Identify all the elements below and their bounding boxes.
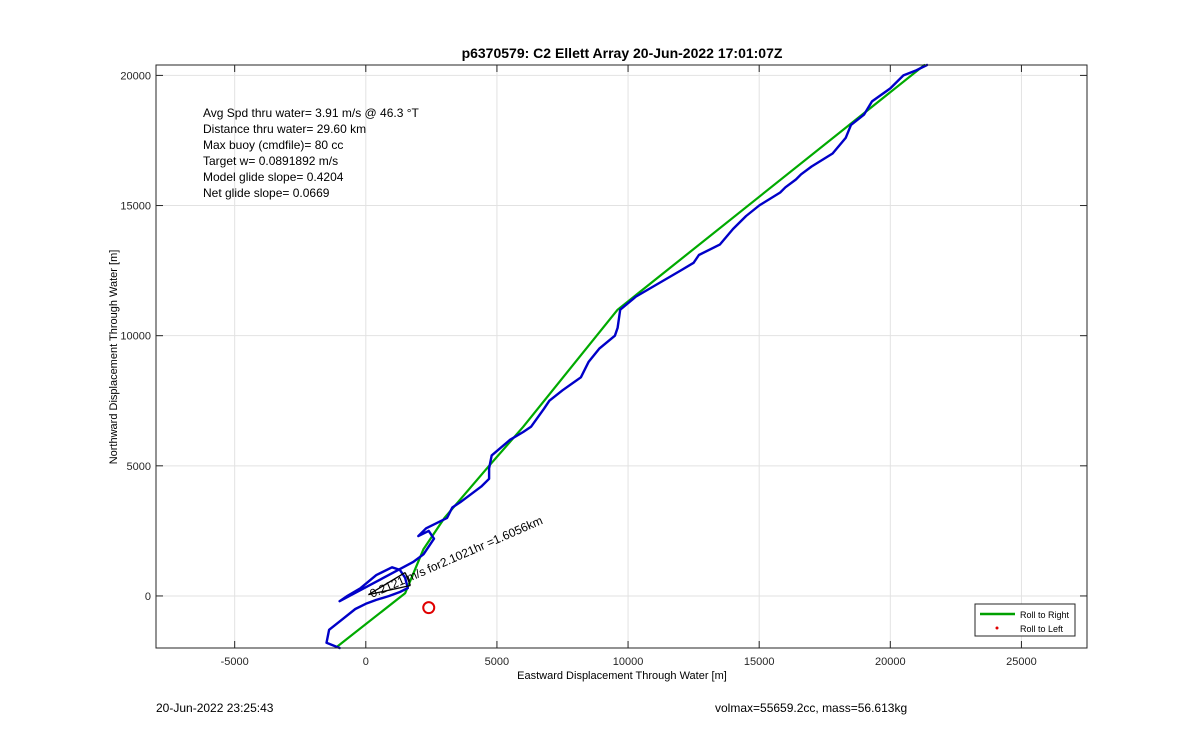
info-line: Net glide slope= 0.0669 <box>203 186 330 200</box>
info-line: Distance thru water= 29.60 km <box>203 122 366 136</box>
legend-label: Roll to Left <box>1020 624 1064 634</box>
x-tick-label: 10000 <box>613 656 644 668</box>
x-tick-label: 20000 <box>875 656 906 668</box>
x-tick-label: -5000 <box>221 656 249 668</box>
legend-label: Roll to Right <box>1020 610 1070 620</box>
grid <box>156 65 1087 648</box>
footer-volmax-mass: volmax=55659.2cc, mass=56.613kg <box>715 701 908 715</box>
x-tick-label: 0 <box>363 656 369 668</box>
x-tick-label: 15000 <box>744 656 775 668</box>
position-marker <box>422 601 436 615</box>
legend-box <box>974 603 1076 637</box>
current-arrow-edge <box>368 584 411 596</box>
y-tick-label: 15000 <box>120 201 151 213</box>
plot-background <box>156 65 1087 648</box>
axes: -5000 0 5000 10000 15000 20000 25000 0 5000 10000… <box>120 64 1088 668</box>
axes-box <box>155 64 1088 649</box>
footer-timestamp: 20-Jun-2022 23:25:43 <box>156 701 274 715</box>
chart-title: p6370579: C2 Ellett Array 20-Jun-2022 17… <box>462 45 783 61</box>
series-layer <box>325 63 929 650</box>
current-arrow-head <box>404 572 411 586</box>
y-axis-label: Northward Displacement Through Water [m] <box>108 250 120 465</box>
info-line: Max buoy (cmdfile)= 80 cc <box>203 138 343 152</box>
legend: Roll to Right Roll to Left <box>974 603 1076 637</box>
info-text-block: Avg Spd thru water= 3.91 m/s @ 46.3 °T Di… <box>203 106 420 200</box>
y-tick-label: 20000 <box>120 70 151 82</box>
info-line: Model glide slope= 0.4204 <box>203 170 344 184</box>
x-axis-label: Eastward Displacement Through Water [m] <box>517 670 727 682</box>
x-tick-label: 5000 <box>485 656 509 668</box>
current-arrow <box>368 571 406 596</box>
y-tick-label: 0 <box>145 591 151 603</box>
x-tick-label: 25000 <box>1006 656 1037 668</box>
info-line: Avg Spd thru water= 3.91 m/s @ 46.3 °T <box>203 106 420 120</box>
legend-swatch-dot <box>995 626 999 630</box>
y-tick-label: 5000 <box>127 461 151 473</box>
y-tick-label: 10000 <box>120 331 151 343</box>
info-line: Target w= 0.0891892 m/s <box>203 154 338 168</box>
series-line-2 <box>325 63 929 650</box>
